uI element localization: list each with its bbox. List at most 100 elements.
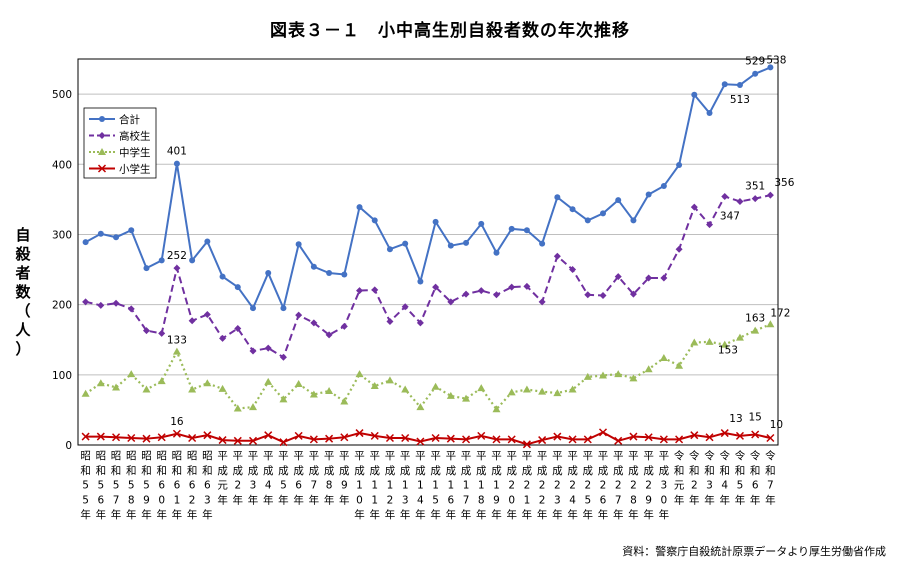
data-point (265, 270, 272, 277)
data-point (189, 257, 196, 264)
data-point (416, 403, 425, 411)
x-tick-label: 平成 5年 (278, 450, 289, 506)
data-point (127, 305, 135, 313)
data-point (553, 389, 562, 397)
data-point (492, 291, 500, 299)
x-tick-char: 1 (174, 494, 181, 506)
data-point (751, 430, 760, 439)
x-tick-char: 成 (628, 465, 639, 477)
y-axis-label-char: ） (15, 340, 31, 358)
x-tick-label: 昭和 5 5 年 (80, 450, 91, 521)
x-tick-char: 年 (202, 508, 213, 521)
series-3 (81, 320, 775, 413)
y-axis-label-char: 殺 (15, 245, 31, 263)
x-tick-char: 年 (415, 508, 426, 521)
x-tick-char: 7 (311, 480, 318, 492)
data-label: 351 (745, 181, 765, 193)
x-tick-char: 平 (415, 450, 426, 462)
x-tick-label: 昭和 5 6 年 (96, 450, 107, 521)
legend-marker (99, 116, 105, 122)
x-tick-char: 年 (628, 508, 639, 521)
x-tick-char: 平 (583, 450, 594, 462)
plot-area-frame (77, 58, 779, 446)
data-point (493, 249, 500, 256)
x-tick-char: 年 (156, 508, 167, 521)
x-tick-char: 年 (506, 508, 517, 521)
x-tick-char: 平 (628, 450, 639, 462)
x-tick-char: 平 (278, 450, 289, 462)
data-point (234, 284, 241, 291)
data-point (659, 435, 668, 444)
x-tick-char: 1 (371, 494, 378, 506)
x-tick-label: 平成 7年 (309, 450, 320, 506)
data-point (218, 384, 227, 392)
x-tick-char: 2 (554, 480, 561, 492)
x-tick-char: 6 (295, 480, 302, 492)
data-point (539, 240, 546, 247)
x-tick-char: 5 (432, 494, 439, 506)
data-point (355, 370, 364, 378)
data-label: 133 (167, 335, 187, 347)
data-point (766, 320, 775, 328)
y-tick-label: 400 (52, 159, 72, 171)
x-tick-char: 平 (324, 450, 335, 462)
x-tick-char: 5 (584, 494, 591, 506)
data-point (401, 385, 410, 393)
x-tick-char: 年 (233, 493, 244, 506)
data-point (248, 436, 258, 445)
x-tick-char: 年 (598, 508, 609, 521)
x-tick-char: 成 (491, 465, 502, 477)
data-point (615, 197, 622, 204)
data-point (629, 374, 638, 382)
y-axis-label: 自殺者数（人） (12, 226, 34, 359)
data-point (462, 290, 470, 298)
data-point (554, 194, 561, 201)
x-tick-label: 平成 2 4 年 (567, 450, 578, 521)
data-label: 153 (718, 345, 738, 357)
data-point (630, 217, 637, 224)
data-point (690, 203, 698, 211)
data-point (508, 283, 516, 291)
x-tick-char: 和 (126, 465, 137, 477)
legend-marker (97, 164, 107, 173)
x-tick-char: 昭 (96, 450, 107, 462)
x-tick-char: 平 (369, 450, 380, 462)
x-tick-label: 令和 3年 (704, 449, 715, 506)
y-tick-label: 0 (65, 440, 72, 452)
x-tick-label: 平成 1 5 年 (430, 450, 441, 521)
data-point (279, 353, 287, 361)
data-point (142, 385, 151, 393)
data-label: 13 (729, 413, 742, 425)
data-point (325, 434, 334, 443)
data-point (294, 379, 303, 387)
data-point (172, 429, 181, 438)
x-tick-char: 平 (354, 450, 365, 462)
data-point (598, 428, 608, 437)
data-point (172, 347, 181, 355)
x-tick-char: 成 (430, 465, 441, 477)
data-point (538, 436, 547, 445)
x-tick-char: 2 (524, 480, 531, 492)
x-tick-label: 平成 4年 (263, 450, 274, 506)
x-tick-label: 昭和 5 7 年 (111, 450, 122, 521)
data-point (310, 319, 318, 327)
x-tick-label: 平成 2年 (233, 450, 244, 506)
x-tick-char: 成 (461, 465, 472, 477)
x-tick-char: 成 (567, 465, 578, 477)
x-tick-char: 成 (263, 465, 274, 477)
x-tick-char: 年 (263, 493, 274, 506)
x-tick-char: 平 (537, 450, 548, 462)
x-tick-char: 1 (524, 494, 531, 506)
x-tick-char: 年 (293, 493, 304, 506)
data-point (340, 322, 348, 330)
x-tick-char: 年 (80, 508, 91, 521)
data-label: 529 (745, 56, 765, 68)
y-axis-label-char: 人 (15, 321, 31, 339)
y-axis-label-char: 者 (15, 264, 31, 282)
data-point (766, 433, 775, 443)
y-axis-label-char: 自 (15, 226, 31, 244)
x-tick-char: 成 (339, 465, 350, 477)
x-tick-char: 成 (613, 465, 624, 477)
